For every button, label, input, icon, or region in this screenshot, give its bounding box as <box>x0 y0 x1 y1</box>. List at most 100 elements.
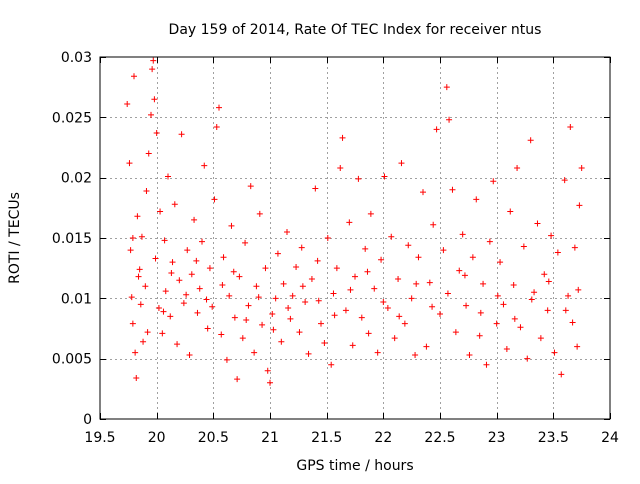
data-point <box>176 277 183 284</box>
y-tick-label: 0.02 <box>61 171 92 187</box>
data-point <box>537 335 544 342</box>
data-point <box>352 273 358 280</box>
data-point <box>507 208 514 215</box>
data-point <box>339 134 346 141</box>
data-point <box>347 286 354 293</box>
data-point <box>463 302 470 309</box>
data-point <box>298 244 305 251</box>
data-point <box>459 231 466 238</box>
data-point <box>204 325 211 332</box>
data-point <box>188 271 195 278</box>
data-point <box>544 307 551 314</box>
data-point <box>461 272 468 279</box>
data-point <box>126 160 133 167</box>
data-point <box>469 254 476 261</box>
data-point <box>155 304 162 311</box>
data-point <box>456 267 463 274</box>
data-points <box>124 57 585 386</box>
data-point <box>503 346 510 353</box>
data-point <box>135 273 142 280</box>
data-point <box>371 285 378 292</box>
data-point <box>412 352 419 359</box>
y-tick-label: 0.025 <box>52 110 92 126</box>
data-point <box>171 201 178 208</box>
data-point <box>251 349 258 356</box>
data-point <box>328 361 335 368</box>
x-tick-label: 21 <box>261 430 279 446</box>
data-point <box>161 237 168 244</box>
data-point <box>355 175 362 182</box>
data-point <box>293 263 300 270</box>
data-point <box>132 349 139 356</box>
data-point <box>483 361 490 368</box>
data-point <box>184 247 191 254</box>
data-point <box>165 173 171 180</box>
data-point <box>239 335 246 342</box>
data-point <box>384 304 391 311</box>
x-axis-ticks: 19.5 20 20.5 21 21.5 22 22.5 23 23.5 24 <box>84 57 619 446</box>
data-point <box>380 298 387 305</box>
data-point <box>333 265 340 272</box>
data-point <box>149 66 156 73</box>
data-point <box>284 228 290 235</box>
data-point <box>231 314 238 321</box>
data-point <box>131 73 137 80</box>
data-point <box>426 279 433 286</box>
data-point <box>209 303 216 310</box>
x-tick-label: 22 <box>374 430 392 446</box>
data-point <box>395 276 402 283</box>
data-point <box>218 331 225 338</box>
y-tick-label: 0 <box>83 412 92 428</box>
x-tick-label: 20 <box>148 430 166 446</box>
data-point <box>494 292 501 299</box>
data-point <box>576 202 583 209</box>
data-point <box>437 311 443 318</box>
data-point <box>219 282 226 289</box>
data-point <box>138 233 145 240</box>
data-point <box>312 185 319 192</box>
data-point <box>206 265 213 272</box>
data-point <box>264 367 271 374</box>
data-point <box>226 292 233 299</box>
data-point <box>420 189 426 196</box>
data-point <box>153 130 160 137</box>
data-point <box>367 210 374 217</box>
data-point <box>134 213 141 220</box>
y-tick-label: 0.03 <box>61 50 92 66</box>
data-point <box>545 278 552 285</box>
data-point <box>287 315 294 322</box>
data-point <box>272 295 279 302</box>
data-point <box>243 317 250 324</box>
data-point <box>142 283 149 290</box>
data-point <box>562 307 569 314</box>
data-point <box>127 247 134 254</box>
data-point <box>223 356 230 363</box>
data-point <box>396 313 403 320</box>
data-point <box>199 238 205 245</box>
data-point <box>315 297 322 304</box>
data-point <box>150 57 157 64</box>
data-point <box>299 283 306 290</box>
data-point <box>178 131 185 138</box>
data-point <box>528 296 535 303</box>
data-point <box>429 303 436 310</box>
data-point <box>444 290 451 297</box>
data-point <box>228 222 235 229</box>
data-point <box>242 239 249 246</box>
data-point <box>230 268 237 275</box>
data-point <box>401 320 408 327</box>
data-point <box>342 307 349 314</box>
data-point <box>433 126 440 133</box>
data-point <box>169 259 176 266</box>
data-point <box>346 219 353 226</box>
data-point <box>133 374 140 381</box>
data-point <box>144 329 151 336</box>
data-point <box>186 352 193 359</box>
data-point <box>220 254 227 261</box>
data-point <box>305 350 312 357</box>
data-point <box>137 301 144 308</box>
data-point <box>128 294 135 301</box>
data-point <box>234 376 241 383</box>
chart-title: Day 159 of 2014, Rate Of TEC Index for r… <box>169 22 542 38</box>
y-axis-ticks: 0 0.005 0.01 0.015 0.02 0.025 0.03 <box>52 50 610 428</box>
